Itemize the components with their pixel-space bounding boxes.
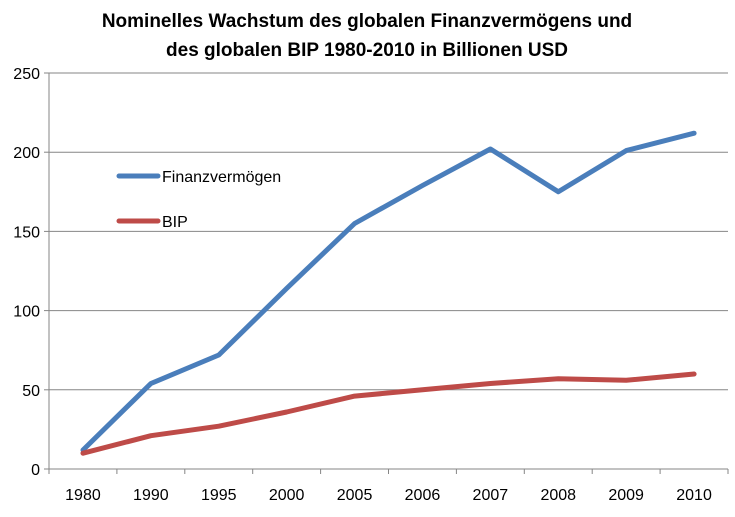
x-tick-label: 2008 (540, 487, 576, 504)
chart-title-line-2: des globalen BIP 1980-2010 in Billionen … (166, 40, 568, 61)
legend: Finanzvermögen BIP (116, 169, 281, 231)
x-tick-labels: 1980 1990 1995 2000 2005 2006 2007 2008 2009 2010 (65, 487, 712, 504)
x-tick-label: 2009 (608, 487, 644, 504)
x-tick-label: 2005 (337, 487, 373, 504)
y-tick-labels: 0 50 100 150 200 250 (13, 66, 40, 479)
y-tick-label: 100 (13, 304, 40, 321)
axes (44, 72, 729, 474)
y-tick-label: 200 (13, 145, 40, 162)
x-tick-label: 2006 (405, 487, 441, 504)
x-tick-label: 1990 (133, 487, 169, 504)
y-tick-label: 0 (31, 462, 40, 479)
legend-label: Finanzvermögen (162, 169, 281, 186)
series-lines (80, 130, 697, 456)
series-line-bip (80, 371, 697, 456)
y-tick-label: 150 (13, 224, 40, 241)
y-tick-label: 50 (22, 383, 40, 400)
chart-title-line-1: Nominelles Wachstum des globalen Finanzv… (102, 11, 632, 32)
y-tick-label: 250 (13, 66, 40, 83)
legend-label: BIP (162, 214, 188, 231)
x-tick-label: 2010 (676, 487, 712, 504)
grid (49, 72, 728, 391)
x-tick-label: 1980 (65, 487, 101, 504)
series-line-finanzvermoegen (80, 130, 697, 453)
x-tick-label: 2007 (473, 487, 509, 504)
x-tick-label: 2000 (269, 487, 305, 504)
x-tick-label: 1995 (201, 487, 237, 504)
